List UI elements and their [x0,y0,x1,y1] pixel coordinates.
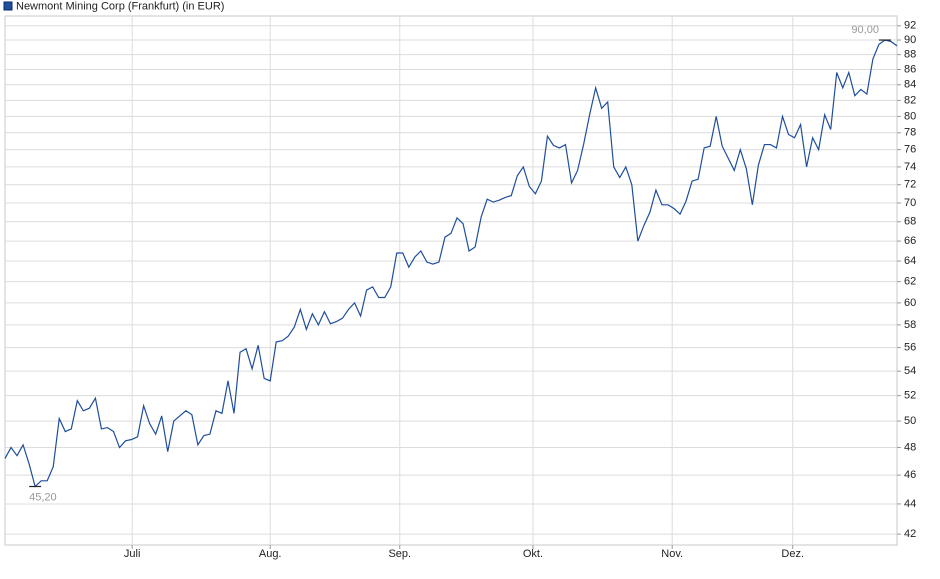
y-tick-label: 90 [904,34,916,46]
y-tick-label: 88 [904,49,916,61]
y-tick-label: 62 [904,276,916,288]
y-tick-label: 66 [904,235,916,247]
y-tick-label: 80 [904,110,916,122]
x-tick-label: Aug. [259,548,282,560]
y-tick-label: 48 [904,441,916,453]
price-line [4,39,898,488]
y-tick-label: 54 [904,365,916,377]
x-tick-label: Nov. [661,548,683,560]
y-tick-label: 76 [904,144,916,156]
y-tick-label: 84 [904,79,916,91]
x-tick-label: Juli [124,548,141,560]
plot-area [4,15,898,546]
y-tick-label: 46 [904,469,916,481]
y-tick-label: 70 [904,197,916,209]
y-tick-label: 72 [904,179,916,191]
y-tick-label: 78 [904,127,916,139]
annotation-label: 90,00 [851,24,879,36]
annotation-label: 45,20 [29,491,57,503]
y-tick-label: 68 [904,216,916,228]
x-tick-label: Sep. [388,548,411,560]
y-tick-label: 64 [904,255,916,267]
y-tick-label: 52 [904,390,916,402]
y-tick-label: 86 [904,63,916,75]
x-tick-label: Dez. [781,548,804,560]
y-tick-label: 56 [904,342,916,354]
legend-swatch [3,1,13,11]
y-tick-label: 74 [904,161,916,173]
y-tick-label: 92 [904,20,916,32]
y-tick-label: 42 [904,528,916,540]
chart-title: Newmont Mining Corp (Frankfurt) (in EUR) [16,0,224,12]
y-tick-label: 50 [904,415,916,427]
y-tick-label: 82 [904,94,916,106]
y-tick-label: 60 [904,297,916,309]
x-tick-label: Okt. [523,548,543,560]
y-tick-label: 44 [904,498,916,510]
y-tick-label: 58 [904,319,916,331]
